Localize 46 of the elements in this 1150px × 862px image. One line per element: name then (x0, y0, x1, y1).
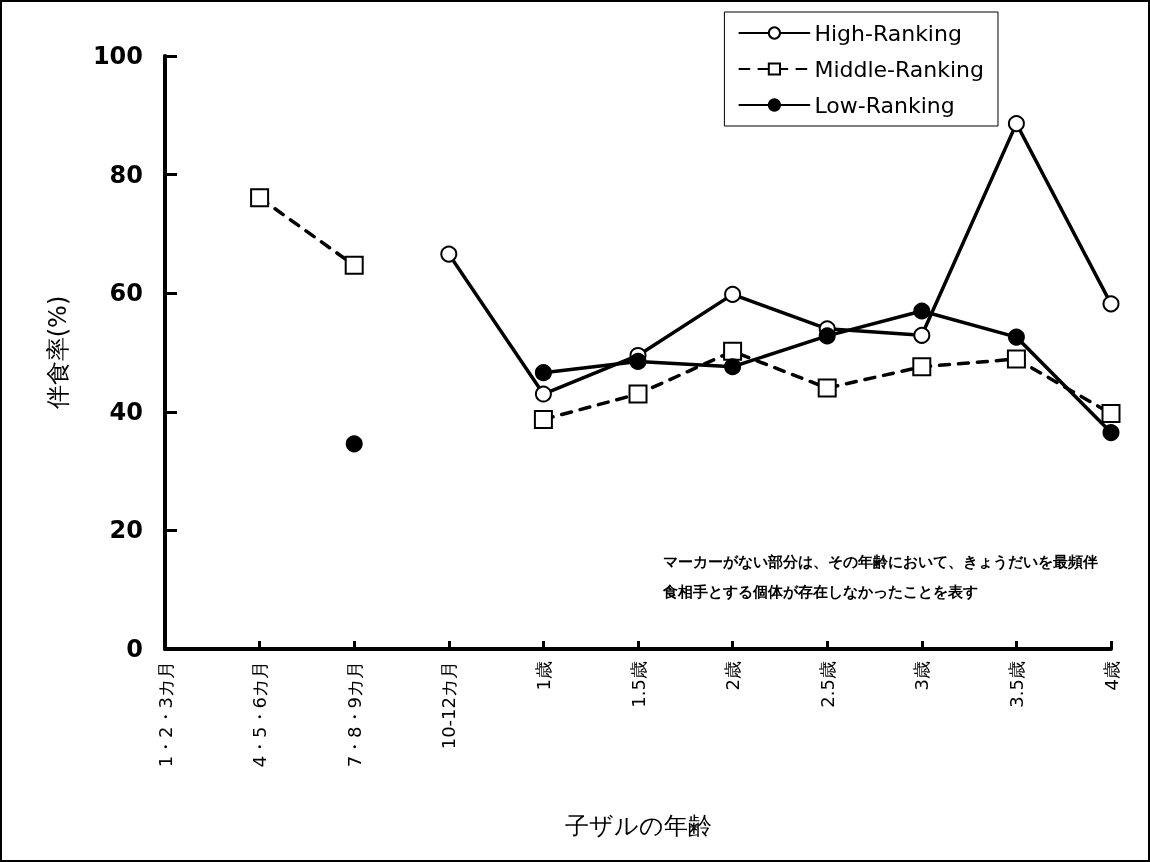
point (724, 358, 742, 376)
point (1102, 424, 1120, 442)
point (534, 364, 552, 382)
point (1007, 115, 1025, 133)
point (345, 435, 363, 453)
x-tick-label: 10-12カ月 (438, 661, 460, 750)
point (723, 341, 743, 361)
y-tick-label: 0 (126, 635, 143, 663)
x-tick-label: 1.5歳 (627, 661, 649, 708)
x-axis-title: 子ザルの年齢 (564, 812, 712, 840)
y-tick-label: 20 (109, 516, 143, 545)
y-tick-label: 60 (109, 279, 143, 308)
x-tick-label: 2.5歳 (816, 661, 838, 708)
x-tick-label: 1歳 (532, 661, 554, 691)
annotation: マーカーがない部分は、その年齢において、きょうだいを最頻伴食相手とする個体が存在しなかったことを表す (662, 553, 1098, 601)
legend-label: Middle-Ranking (814, 56, 985, 82)
point (1006, 349, 1026, 369)
point (629, 352, 647, 370)
point (724, 285, 742, 303)
x-tick-label: 3.5歳 (1005, 661, 1027, 708)
y-tick-label: 80 (109, 160, 143, 189)
point (1101, 404, 1121, 424)
x-tick-label: 4歳 (1100, 661, 1122, 691)
y-tick-label: 40 (109, 397, 143, 426)
x-tick-label: 3歳 (911, 661, 933, 691)
y-tick-label: 100 (92, 42, 143, 70)
point (440, 245, 458, 263)
x-tick-label: 2歳 (722, 661, 744, 691)
x-tick-label: 7・8・9カ月 (343, 661, 365, 768)
point (533, 410, 553, 430)
point (912, 357, 932, 377)
point (817, 378, 837, 398)
legend-label: High-Ranking (814, 20, 962, 46)
point (628, 384, 648, 404)
point (344, 255, 364, 275)
point (250, 188, 270, 208)
point (913, 326, 931, 344)
x-tick-label: 1・2・3カ月 (154, 661, 176, 768)
point (818, 327, 836, 345)
legend-label: Low-Ranking (814, 92, 955, 118)
point (913, 302, 931, 320)
point (534, 385, 552, 403)
point (1007, 328, 1025, 346)
point (1102, 295, 1120, 313)
y-axis-title: 伴食率(%) (44, 295, 72, 410)
x-tick-label: 4・5・6カ月 (249, 661, 271, 768)
